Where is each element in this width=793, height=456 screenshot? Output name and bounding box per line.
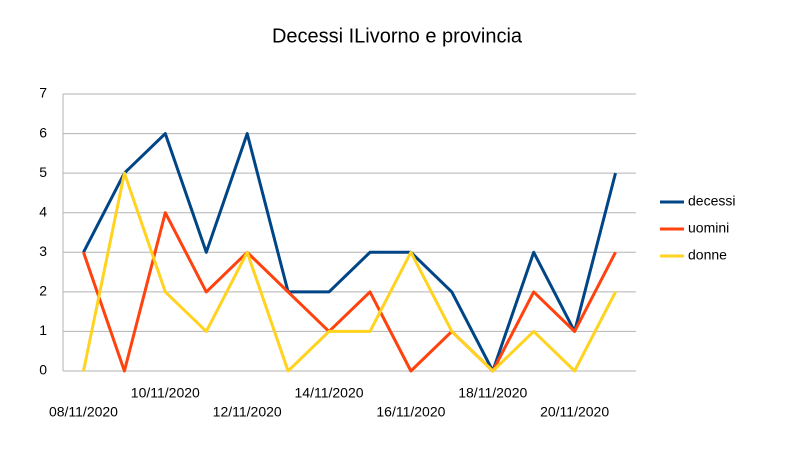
series-line: [82, 132, 617, 373]
legend-label: uomini: [688, 220, 729, 236]
series-line: [82, 211, 617, 373]
x-tick-label: 12/11/2020: [213, 404, 282, 420]
x-tick-label: 16/11/2020: [376, 404, 445, 420]
x-tick-label: 10/11/2020: [131, 385, 200, 401]
x-tick-label: 14/11/2020: [295, 385, 364, 401]
x-tick-label: 18/11/2020: [458, 385, 527, 401]
y-tick-label: 3: [39, 243, 47, 259]
y-tick-label: 1: [39, 322, 47, 338]
legend-label: decessi: [688, 193, 735, 209]
x-tick-label: 08/11/2020: [49, 404, 118, 420]
y-tick-label: 7: [39, 85, 47, 101]
y-tick-label: 0: [39, 362, 47, 378]
y-tick-label: 4: [39, 203, 47, 219]
y-tick-label: 5: [39, 164, 47, 180]
x-tick-label: 20/11/2020: [540, 404, 609, 420]
chart-title: Decessi ILivorno e provincia: [272, 25, 523, 47]
y-tick-label: 6: [39, 124, 47, 140]
series-line: [82, 171, 617, 373]
legend-label: donne: [688, 247, 727, 263]
y-tick-label: 2: [39, 283, 47, 299]
